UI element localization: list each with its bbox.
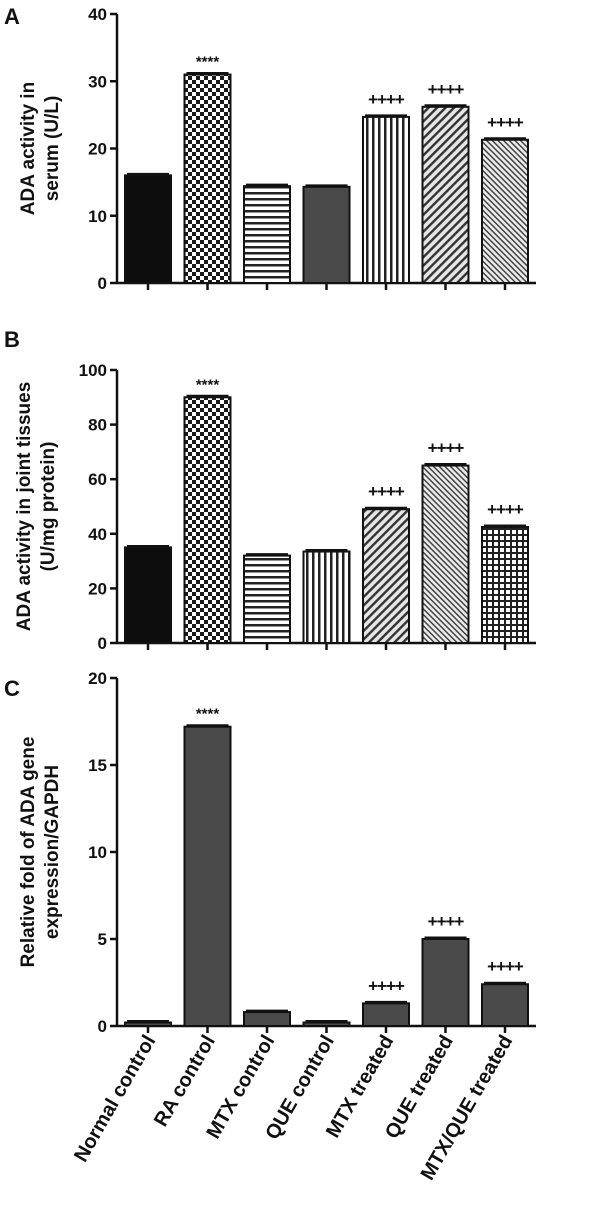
bar-b-6: [481, 525, 529, 644]
y-axis-label: expression/GAPDH: [42, 765, 63, 939]
y-tick-label: 0: [98, 1017, 107, 1036]
significance-label: ++++: [487, 113, 524, 132]
y-tick-label: 30: [88, 72, 107, 91]
chart-panel-b: B ADA activity in joint tissues (U/mg prot…: [4, 327, 536, 653]
bar-a-6: [481, 138, 529, 284]
significance-label: ++++: [428, 80, 465, 99]
bar-a-5: [421, 105, 470, 285]
y-tick-label: 100: [79, 361, 107, 380]
significance-label: ++++: [428, 912, 465, 931]
y-tick-label: 0: [98, 634, 107, 653]
category-label: Normal control: [70, 1032, 160, 1166]
significance-label: ++++: [368, 90, 405, 109]
y-tick-label: 0: [98, 274, 107, 293]
y-axis-label: (U/mg protein): [38, 442, 59, 572]
y-axis-label: ADA activity in: [18, 82, 39, 215]
panel-letter: A: [4, 4, 20, 29]
bar-a-3: [302, 185, 351, 285]
y-tick-label: 10: [88, 207, 107, 226]
y-axis-label: ADA activity in joint tissues: [14, 382, 35, 632]
y-tick-label: 5: [98, 930, 107, 949]
bar-a-4: [362, 115, 410, 284]
bar-c-4: [362, 1002, 410, 1028]
bar-b-0: [124, 546, 172, 645]
y-axis-label: serum (U/L): [42, 96, 63, 202]
bar-c-6: [481, 983, 529, 1027]
chart-panel-a: A ADA activity in serum (U/L) 0 10 20 30 40 ****…: [4, 4, 536, 293]
significance-label: ++++: [487, 500, 524, 519]
y-tick-label: 20: [88, 579, 107, 598]
significance-label: ++++: [428, 439, 465, 458]
bar-c-1: [183, 725, 232, 1027]
y-tick-label: 10: [88, 843, 107, 862]
y-tick-label: 40: [88, 5, 107, 24]
bar-b-1: [183, 396, 232, 644]
bar-c-3: [302, 1021, 351, 1028]
y-tick-label: 40: [88, 525, 107, 544]
bar-b-3: [302, 550, 351, 644]
y-axis-label: Relative fold of ADA gene: [18, 737, 39, 968]
y-tick-label: 15: [88, 756, 107, 775]
significance-label: ++++: [368, 976, 405, 995]
bar-c-0: [124, 1021, 172, 1028]
bar-b-4: [362, 508, 410, 645]
bar-b-2: [243, 554, 291, 645]
significance-label: ****: [196, 376, 220, 393]
panel-letter: C: [4, 676, 20, 701]
bar-a-0: [124, 174, 172, 284]
chart-panel-c: C Relative fold of ADA gene expression/GAP…: [4, 669, 536, 1036]
significance-label: ****: [196, 706, 220, 723]
bar-c-2: [243, 1011, 291, 1028]
y-tick-label: 20: [88, 669, 107, 688]
bar-b-5: [421, 464, 470, 644]
significance-label: ++++: [487, 957, 524, 976]
category-label: RA control: [150, 1032, 220, 1131]
bar-a-2: [243, 185, 291, 284]
significance-label: ++++: [368, 482, 405, 501]
significance-label: ****: [196, 54, 220, 71]
y-tick-label: 60: [88, 470, 107, 489]
y-tick-label: 20: [88, 140, 107, 159]
bar-a-1: [183, 73, 232, 285]
bar-c-5: [421, 938, 470, 1027]
panel-letter: B: [4, 327, 20, 352]
y-tick-label: 80: [88, 416, 107, 435]
